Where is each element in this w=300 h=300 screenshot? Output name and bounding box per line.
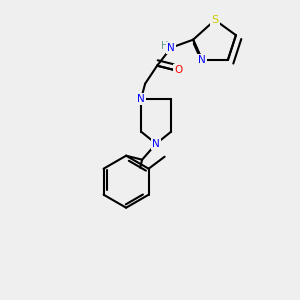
Text: N: N: [152, 139, 160, 149]
Text: O: O: [174, 65, 182, 75]
Text: H: H: [161, 41, 169, 51]
Text: N: N: [198, 55, 206, 65]
Text: S: S: [212, 15, 219, 25]
Text: N: N: [167, 43, 175, 53]
Text: N: N: [137, 94, 145, 104]
